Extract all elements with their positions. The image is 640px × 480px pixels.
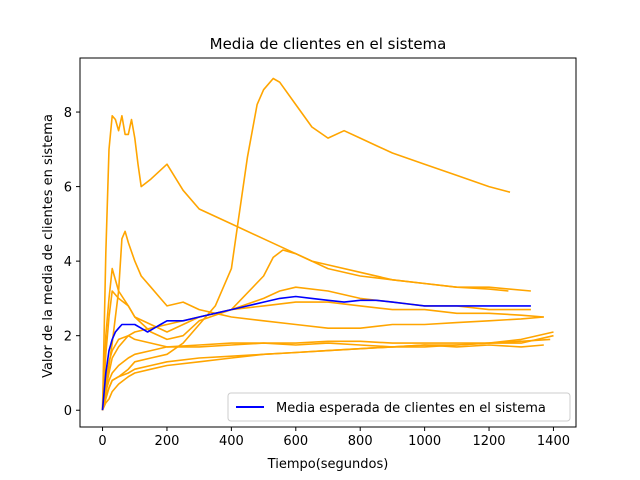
plot-area <box>101 77 554 411</box>
simulation-line-1 <box>101 115 509 411</box>
x-tick-label: 1200 <box>472 434 505 449</box>
legend-box <box>227 392 571 422</box>
legend: Media esperada de clientes en el sistema <box>227 392 571 422</box>
y-tick-label: 6 <box>64 181 72 196</box>
y-tick-label: 8 <box>64 106 72 121</box>
x-tick-label: 800 <box>348 434 373 449</box>
axes: 0 200 400 600 800 1000 1200 1400 0 2 4 6 8 <box>64 57 577 449</box>
x-axis-label: Tiempo(segundos) <box>267 457 389 472</box>
legend-label-expected: Media esperada de clientes en el sistema <box>276 401 546 416</box>
simulation-line-8 <box>101 338 551 411</box>
x-tick-label: 1400 <box>537 434 570 449</box>
y-tick-label: 2 <box>64 330 72 345</box>
x-tick-label: 0 <box>98 434 106 449</box>
simulation-line-6 <box>101 290 544 411</box>
y-axis-label: Valor de la media de clientes en sistema <box>41 114 56 378</box>
chart-title: Media de clientes en el sistema <box>210 35 447 53</box>
simulation-line-5 <box>101 249 531 411</box>
simulation-line-2 <box>101 230 544 411</box>
x-tick-label: 400 <box>219 434 244 449</box>
axes-frame <box>79 57 577 428</box>
simulation-line-10 <box>101 334 554 411</box>
y-tick-label: 4 <box>64 255 72 270</box>
x-tick-label: 200 <box>155 434 180 449</box>
x-tick-label: 1000 <box>408 434 441 449</box>
series-line-expected <box>101 295 531 411</box>
y-tick-label: 0 <box>64 404 72 419</box>
simulation-line-3 <box>101 77 511 411</box>
x-tick-label: 600 <box>283 434 308 449</box>
